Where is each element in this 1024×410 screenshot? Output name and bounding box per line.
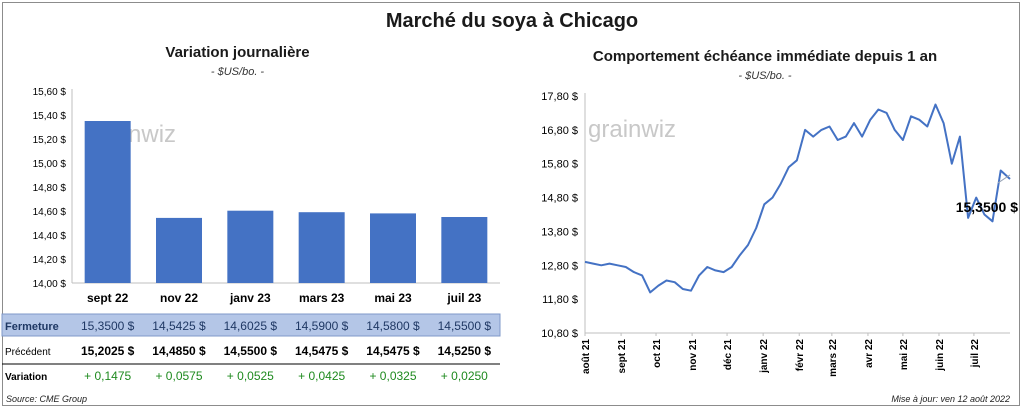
table-cell: 14,5500 $ [224, 344, 278, 358]
table-cell: + 0,0425 [298, 369, 345, 383]
bar [441, 217, 488, 283]
table-cell: + 0,0575 [155, 369, 202, 383]
x-tick-label: mars 23 [299, 291, 345, 305]
x-tick-label: oct 21 [652, 339, 663, 368]
table-cell: + 0,1475 [84, 369, 131, 383]
table-cell: 15,2025 $ [81, 344, 135, 358]
table-cell: 14,6025 $ [224, 319, 278, 333]
x-tick-label: nov 21 [688, 339, 699, 371]
bar [370, 213, 416, 283]
y-tick-label: 14,60 $ [33, 207, 67, 218]
front-month-unit: - $US/bo. - [738, 70, 792, 82]
bar [227, 210, 274, 283]
source-note: Source: CME Group [6, 394, 88, 404]
table-cell: 14,4850 $ [152, 344, 206, 358]
table-cell: 14,5425 $ [152, 319, 206, 333]
last-value-label: 15,3500 $ [956, 199, 1018, 215]
main-title: Marché du soya à Chicago [385, 10, 639, 32]
y-tick-label: 10,80 $ [541, 328, 578, 340]
table-row-label: Variation [5, 372, 47, 383]
closing-row-highlight [1, 313, 501, 337]
x-tick-label: sept 22 [87, 291, 129, 305]
bar [156, 217, 202, 283]
x-tick-label: déc 21 [723, 339, 734, 371]
y-tick-label: 15,20 $ [33, 135, 67, 146]
table-cell: 14,5900 $ [295, 319, 349, 333]
y-tick-label: 14,20 $ [33, 255, 67, 266]
table-cell: + 0,0250 [441, 369, 488, 383]
x-tick-label: mars 22 [828, 339, 839, 377]
table-cell: 14,5475 $ [295, 344, 349, 358]
table-cell: 14,5250 $ [438, 344, 492, 358]
table-cell: + 0,0525 [227, 369, 274, 383]
price-line [584, 103, 1011, 294]
x-tick-label: sept 21 [617, 339, 628, 374]
x-tick-label: août 21 [581, 339, 592, 374]
y-tick-label: 17,80 $ [541, 91, 578, 103]
table-cell: + 0,0325 [369, 369, 416, 383]
table-cell: 14,5500 $ [438, 319, 492, 333]
bar [84, 121, 131, 283]
y-tick-label: 15,80 $ [541, 159, 578, 171]
y-tick-label: 14,00 $ [33, 279, 67, 290]
table-cell: 15,3500 $ [81, 319, 135, 333]
y-tick-label: 11,80 $ [542, 294, 578, 306]
x-tick-label: avr 22 [864, 339, 875, 368]
y-tick-label: 12,80 $ [541, 260, 578, 272]
y-tick-label: 14,80 $ [541, 193, 578, 205]
chart-frame [2, 2, 1020, 406]
x-tick-label: nov 22 [160, 291, 198, 305]
table-row-label: Précédent [5, 347, 51, 358]
bar [298, 212, 345, 283]
x-tick-label: juil 22 [970, 339, 981, 369]
daily-variation-title: Variation journalière [165, 44, 310, 61]
x-tick-label: févr 22 [795, 339, 806, 372]
x-tick-label: mai 22 [899, 339, 910, 371]
y-tick-label: 15,40 $ [33, 111, 67, 122]
y-tick-label: 15,60 $ [33, 87, 67, 98]
daily-variation-unit: - $US/bo. - [210, 66, 265, 78]
y-tick-label: 15,00 $ [33, 159, 67, 170]
watermark: grainwiz [588, 116, 676, 143]
y-tick-label: 13,80 $ [541, 226, 578, 238]
annotation-leader [997, 174, 1011, 184]
update-note: Mise à jour: ven 12 août 2022 [891, 394, 1010, 404]
x-tick-label: janv 22 [759, 339, 770, 374]
table-cell: 14,5800 $ [366, 319, 420, 333]
table-cell: 14,5475 $ [366, 344, 420, 358]
front-month-chart: grainwiz 10,80 $ 11,80 $ 12,80 $ 13,80 $ 14,8… [541, 91, 1018, 377]
y-tick-label: 14,40 $ [33, 231, 67, 242]
x-tick-label: juil 23 [446, 291, 481, 305]
x-tick-label: mai 23 [374, 291, 412, 305]
table-row-label: Fermeture [5, 321, 59, 333]
x-tick-label: janv 23 [229, 291, 271, 305]
front-month-title: Comportement échéance immédiate depuis 1… [592, 48, 938, 65]
y-tick-label: 14,80 $ [33, 183, 67, 194]
y-tick-label: 16,80 $ [541, 125, 578, 137]
x-tick-label: juin 22 [935, 339, 946, 372]
